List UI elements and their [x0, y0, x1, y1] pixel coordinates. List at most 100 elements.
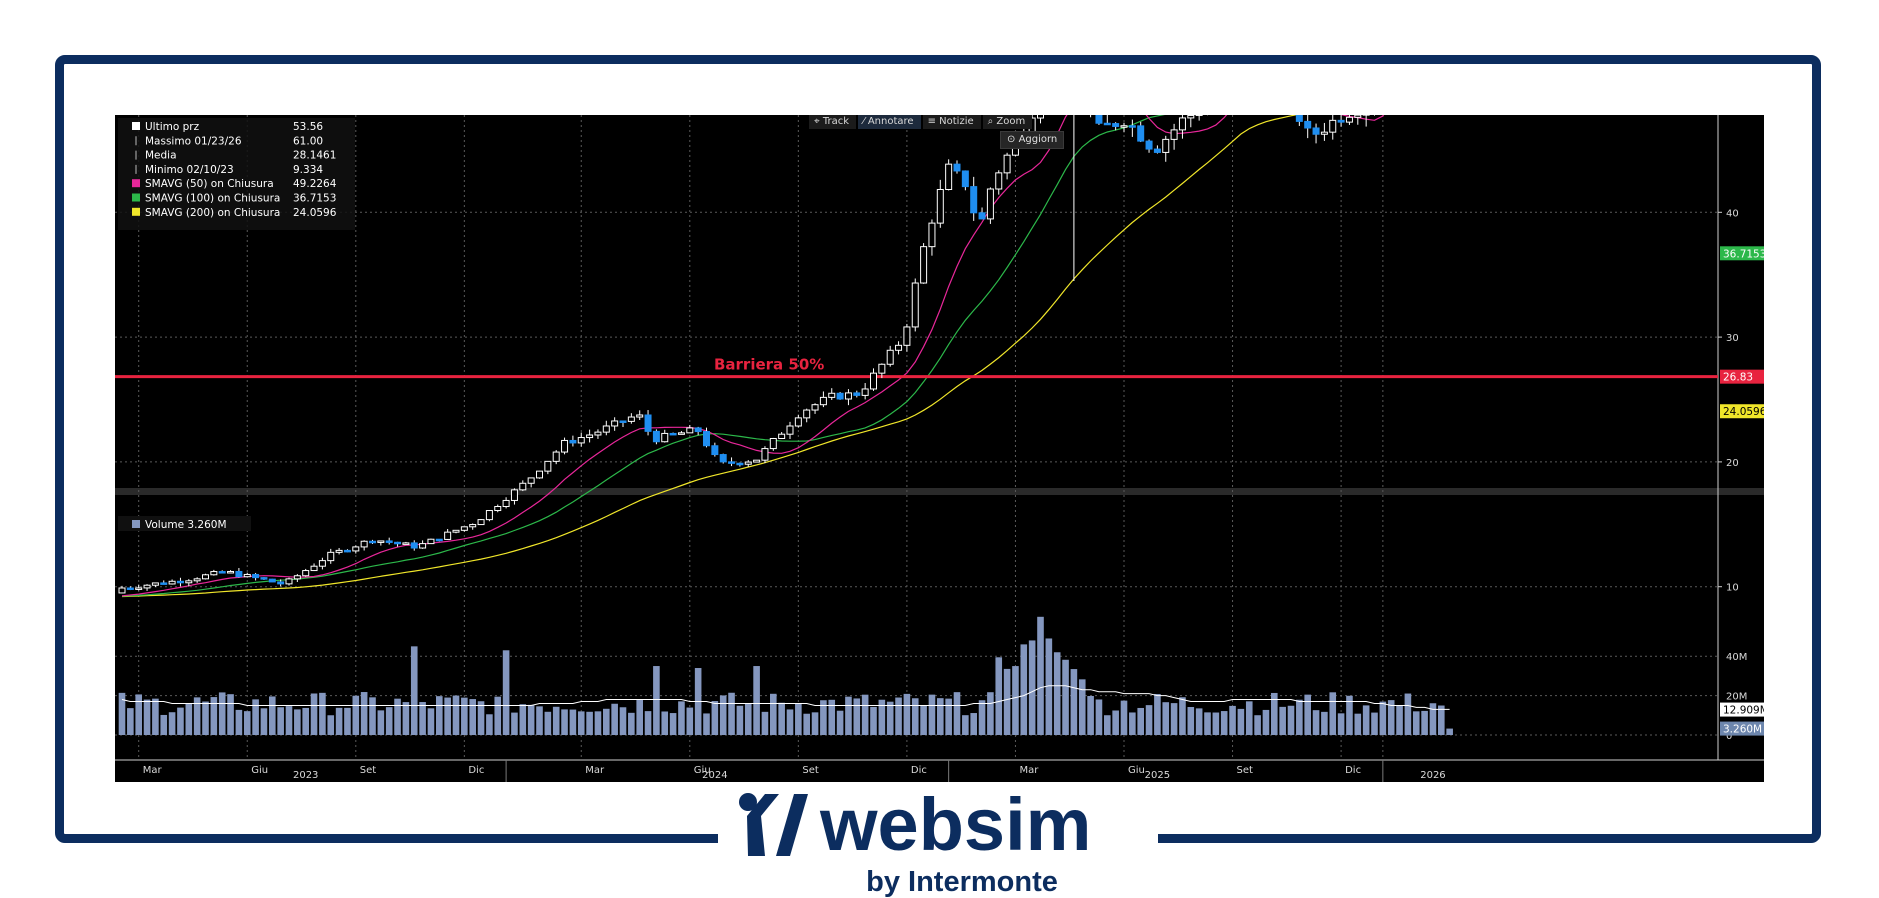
legend-value: 49.2264 — [293, 178, 337, 190]
candle-body — [686, 427, 694, 434]
candle-body — [1329, 119, 1337, 133]
panel-divider — [115, 488, 1764, 495]
volume-bar — [461, 697, 468, 735]
volume-bar — [1371, 712, 1378, 735]
volume-bar — [1379, 701, 1387, 735]
legend-label: SMAVG (50) on Chiusura — [145, 178, 274, 190]
volume-bar — [728, 692, 735, 735]
legend-swatch — [132, 122, 140, 130]
candle-body — [1337, 119, 1345, 123]
candle-body — [844, 392, 852, 400]
candle-body — [970, 186, 978, 214]
month-label: Dic — [1345, 765, 1361, 776]
candle-body — [1095, 115, 1103, 124]
volume-bar — [1245, 701, 1253, 735]
legend-value: 61.00 — [293, 135, 323, 147]
candle-body — [769, 438, 777, 450]
volume-bar — [1053, 652, 1061, 735]
candle-body — [118, 587, 126, 594]
candle-body — [936, 189, 944, 224]
month-label: Set — [360, 765, 377, 776]
candle-body — [636, 414, 644, 418]
volume-bar — [1104, 715, 1111, 735]
volume-bar — [945, 698, 952, 735]
candle-body — [978, 212, 986, 220]
candle-body — [460, 526, 468, 531]
year-label: 2025 — [1145, 770, 1170, 781]
volume-value-label: 3.260M — [1723, 724, 1762, 736]
sma-100-line — [121, 115, 1165, 597]
track-button[interactable]: ⌖ Track — [809, 115, 856, 129]
volume-legend-swatch — [132, 520, 140, 528]
volume-bar — [202, 701, 209, 735]
volume-bar — [644, 711, 652, 735]
volume-bar — [861, 694, 869, 735]
legend-background — [118, 118, 355, 230]
candle-body — [878, 363, 886, 374]
annotate-button[interactable]: ⁄ Annotare — [857, 115, 921, 129]
candle-body — [1153, 148, 1161, 153]
volume-bar — [335, 707, 343, 735]
candle-body — [1112, 123, 1120, 127]
legend-swatch — [132, 207, 140, 216]
candle-body — [327, 551, 335, 562]
volume-legend-label: Volume 3.260M — [145, 519, 227, 531]
year-label: 2024 — [702, 770, 727, 781]
candle-body — [677, 432, 685, 435]
volume-bar — [1187, 707, 1195, 735]
date-axis-panel — [115, 760, 1764, 782]
volume-bar — [719, 695, 727, 735]
legend-swatch — [132, 179, 140, 188]
barrier-label: Barriera 50% — [714, 356, 824, 374]
volume-bar — [736, 705, 744, 735]
candle-body — [786, 425, 794, 435]
legend-swatch — [132, 193, 140, 202]
volume-bar — [686, 707, 694, 735]
volume-bar — [1337, 713, 1345, 735]
refresh-button[interactable]: ⊙ Aggiorn — [1000, 131, 1065, 149]
candle-body — [728, 461, 736, 464]
volume-tick-label: 20M — [1726, 692, 1747, 703]
volume-bar — [786, 709, 794, 735]
candle-body — [870, 372, 877, 390]
candle-body — [310, 565, 318, 572]
month-label: Giu — [1128, 765, 1145, 776]
volume-bar — [1129, 712, 1136, 735]
volume-bar — [853, 698, 861, 735]
volume-bar — [218, 692, 226, 735]
candle-body — [268, 578, 276, 583]
candle-body — [886, 349, 894, 365]
price-tick-label: 20 — [1726, 458, 1739, 469]
candle-body — [1003, 154, 1011, 174]
zoom-button[interactable]: ⌕ Zoom — [982, 115, 1033, 129]
candle-body — [928, 222, 936, 248]
volume-bar — [419, 702, 426, 735]
candle-body — [1170, 129, 1178, 140]
volume-bar — [778, 702, 785, 735]
year-label: 2023 — [293, 770, 318, 781]
candle-body — [160, 582, 168, 585]
volume-bar — [636, 699, 643, 735]
price-chart[interactable]: 102030405060020M40MMarGiuSetDicMarGiuSet… — [115, 115, 1764, 782]
volume-bar — [1028, 640, 1036, 735]
volume-bar — [987, 692, 994, 735]
volume-bar — [410, 646, 418, 735]
volume-bar — [436, 696, 443, 735]
candle-body — [202, 574, 209, 580]
chart-canvas[interactable]: 102030405060020M40MMarGiuSetDicMarGiuSet… — [115, 115, 1764, 782]
candle-body — [168, 580, 176, 585]
candle-body — [143, 584, 151, 589]
news-button[interactable]: ≡ Notizie — [922, 115, 981, 129]
volume-bar — [1154, 693, 1161, 735]
volume-bar — [394, 698, 401, 735]
candle-body — [836, 392, 844, 400]
volume-bar — [703, 713, 710, 735]
volume-bar — [1279, 706, 1286, 735]
candle-body — [435, 538, 443, 542]
volume-bar — [1220, 711, 1228, 735]
candle-body — [293, 575, 301, 580]
candle-body — [594, 431, 602, 436]
candle-body — [945, 163, 953, 191]
candle-body — [343, 549, 351, 553]
volume-bar — [243, 711, 251, 735]
